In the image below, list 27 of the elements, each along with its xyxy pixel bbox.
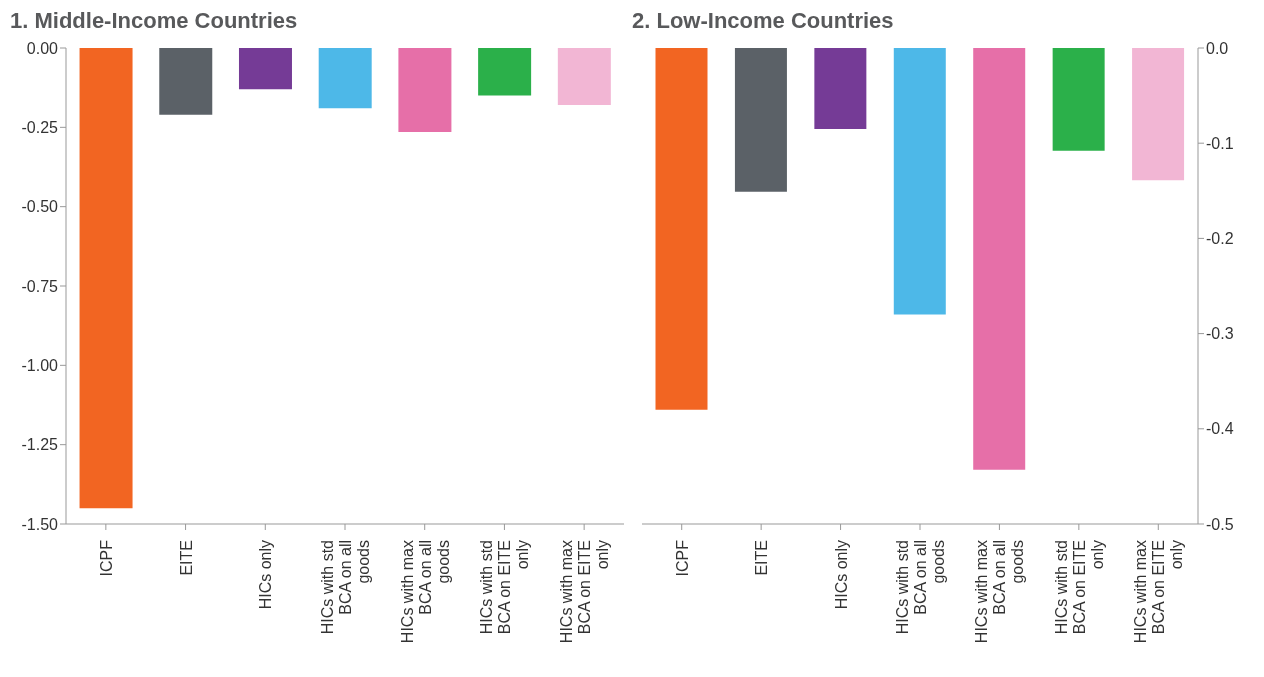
- y-tick-label: -0.25: [21, 119, 59, 137]
- chart-title: 1. Middle-Income Countries: [10, 8, 298, 33]
- y2-tick-label: -0.1: [1206, 134, 1234, 152]
- x-tick-label: ICPF: [673, 539, 691, 577]
- y-tick-label: -1.00: [21, 357, 59, 375]
- x-tick-label: ICPF: [97, 539, 115, 577]
- x-tick-label: HICs with max BCA on EITE only: [558, 540, 612, 644]
- x-tick-label: EITE: [753, 540, 771, 576]
- x-tick-label: HICs with std BCA on all goods: [894, 540, 947, 635]
- x-tick-label: HICs with std BCA on all goods: [319, 540, 372, 635]
- y-tick-label: -1.50: [21, 515, 59, 533]
- y-tick-label: 0.00: [26, 39, 59, 57]
- x-tick-label: HICs with std BCA on EITE only: [1052, 540, 1106, 635]
- y2-tick-label: -0.4: [1206, 420, 1234, 438]
- x-tick-label: HICs with std BCA on EITE only: [478, 540, 532, 635]
- x-tick-label: HICs only: [832, 540, 850, 610]
- x-tick-label: HICs with max BCA on EITE only: [1132, 540, 1186, 644]
- y2-tick-label: -0.5: [1206, 515, 1234, 533]
- y-tick-label: -0.75: [21, 277, 59, 295]
- y-tick-label: -0.50: [21, 198, 59, 216]
- y2-tick-label: 0.0: [1206, 39, 1229, 57]
- y-tick-label: -1.25: [21, 436, 59, 454]
- x-tick-label: HICs only: [257, 540, 275, 610]
- chart-title: 2. Low-Income Countries: [632, 8, 894, 33]
- y2-tick-label: -0.3: [1206, 325, 1234, 343]
- y2-tick-label: -0.2: [1206, 230, 1234, 248]
- x-tick-label: EITE: [177, 540, 195, 576]
